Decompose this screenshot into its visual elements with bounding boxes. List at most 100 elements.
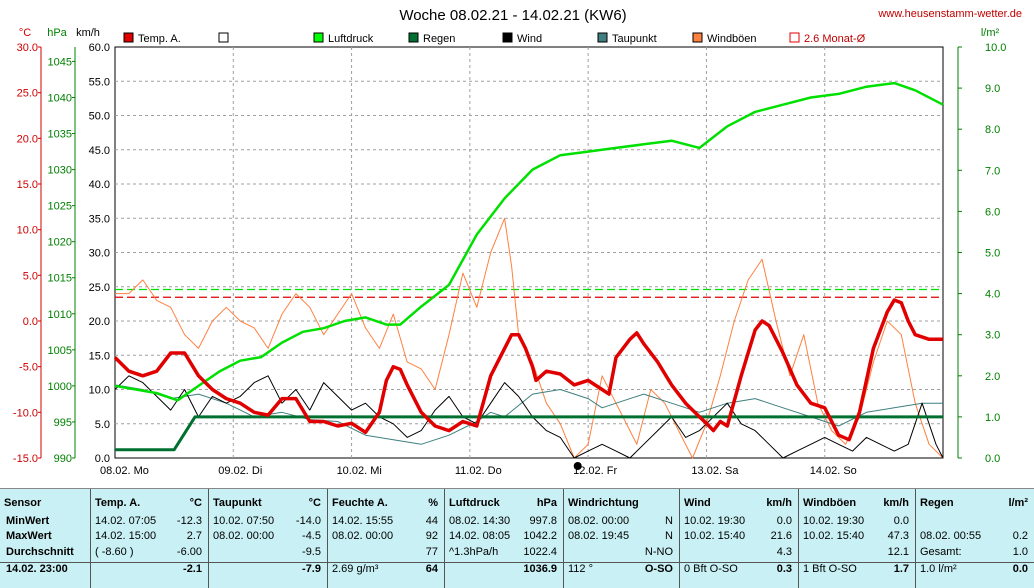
stat-cell-value: O-SO xyxy=(644,563,673,575)
stats-column: Sensor MinWert MaxWert Durchschnitt 14.02. 2… xyxy=(0,489,90,588)
stat-cell-label: 1 Bft O-SO xyxy=(803,563,857,575)
column-unit: l/m² xyxy=(1008,497,1028,509)
stat-cell-value: 92 xyxy=(425,530,438,542)
column-header: Sensor xyxy=(4,497,42,509)
pressure-tick-label: 1035 xyxy=(48,129,72,141)
legend-label: Wind xyxy=(517,33,542,45)
legend-label: Taupunkt xyxy=(612,33,657,45)
current-row-divider xyxy=(0,562,1034,563)
column-header: Windrichtung xyxy=(568,497,639,509)
stat-cell-label: 08.02. 14:30 xyxy=(449,515,511,527)
stat-cell-value: 1.0 xyxy=(1012,546,1028,558)
x-tick-label: 09.02. Di xyxy=(218,465,262,477)
stat-cell-value: -7.9 xyxy=(302,563,321,575)
pressure-tick-label: 990 xyxy=(54,453,72,465)
wind-tick-label: 20.0 xyxy=(89,316,110,328)
pressure-tick-label: 1000 xyxy=(48,381,72,393)
rain-tick-label: 5.0 xyxy=(985,248,1000,260)
stat-cell-label: 10.02. 19:30 xyxy=(803,515,865,527)
stat-cell-label: 08.02. 19:45 xyxy=(568,530,630,542)
weather-chart: Woche 08.02.21 - 14.02.21 (KW6) www.heuse… xyxy=(13,7,1022,477)
stat-cell-label: ^1.3hPa/h xyxy=(449,546,499,558)
rain-tick-label: 2.0 xyxy=(985,371,1000,383)
temp-tick-label: -5.0 xyxy=(19,362,38,374)
legend-label: Temp. A. xyxy=(138,33,181,45)
temp-tick-label: 15.0 xyxy=(17,179,38,191)
stat-cell-label: 112 ° xyxy=(568,563,593,575)
temp-tick-label: -15.0 xyxy=(13,453,38,465)
wind-tick-label: 0.0 xyxy=(95,453,110,465)
stats-table: Sensor MinWert MaxWert Durchschnitt 14.02. 2… xyxy=(0,488,1034,588)
rain-tick-label: 9.0 xyxy=(985,83,1000,95)
stat-cell-value: 21.6 xyxy=(770,530,792,542)
x-tick-label: 14.02. So xyxy=(810,465,857,477)
stat-cell-label: 1.0 l/m² xyxy=(920,563,957,575)
stat-cell-value: 1022.4 xyxy=(523,546,557,558)
stat-cell-label: 14.02. 08:05 xyxy=(449,530,511,542)
stat-cell-value: 44 xyxy=(425,515,438,527)
stat-cell-label: 14.02. 15:55 xyxy=(332,515,394,527)
stat-cell-value: 0.0 xyxy=(776,515,792,527)
stat-cell-value: -4.5 xyxy=(302,530,321,542)
stat-cell-value: 4.3 xyxy=(776,546,792,558)
wind-tick-label: 10.0 xyxy=(89,385,110,397)
pressure-tick-label: 1025 xyxy=(48,201,72,213)
column-unit: °C xyxy=(308,497,321,509)
stat-cell-value: N xyxy=(665,515,673,527)
chart-svg: Woche 08.02.21 - 14.02.21 (KW6) www.heuse… xyxy=(13,7,1022,477)
wind-tick-label: 55.0 xyxy=(89,76,110,88)
temp-tick-label: 30.0 xyxy=(17,42,38,54)
column-header: Windböen xyxy=(803,497,857,509)
stat-cell-value: 997.8 xyxy=(529,515,557,527)
pressure-tick-label: 1045 xyxy=(48,56,72,68)
pressure-tick-label: 1005 xyxy=(48,345,72,357)
wind-tick-label: 40.0 xyxy=(89,179,110,191)
legend-label: Luftdruck xyxy=(328,33,374,45)
temp-tick-label: 20.0 xyxy=(17,133,38,145)
temp-tick-label: 0.0 xyxy=(23,316,38,328)
stat-cell-label: 14.02. 07:05 xyxy=(95,515,157,527)
legend-swatch xyxy=(313,32,324,43)
temp-axis-unit: °C xyxy=(19,27,31,39)
row-label: MinWert xyxy=(6,515,50,527)
rain-tick-label: 4.0 xyxy=(985,289,1000,301)
stat-cell-value: 0.0 xyxy=(893,515,909,527)
column-unit: hPa xyxy=(536,497,557,509)
row-label: MaxWert xyxy=(6,530,52,542)
pressure-axis-unit: hPa xyxy=(47,27,67,39)
pressure-tick-label: 1015 xyxy=(48,273,72,285)
stat-cell-label: Gesamt: xyxy=(920,546,962,558)
stat-cell-value: 0.3 xyxy=(776,563,792,575)
stat-cell-label: 14.02. 15:00 xyxy=(95,530,157,542)
legend-swatch xyxy=(597,32,608,43)
legend-swatch xyxy=(218,32,229,43)
stat-cell-value: 1.7 xyxy=(893,563,909,575)
temp-tick-label: 10.0 xyxy=(17,225,38,237)
rain-tick-label: 7.0 xyxy=(985,165,1000,177)
wind-tick-label: 25.0 xyxy=(89,282,110,294)
stats-column: Feuchte A.% 14.02. 15:55 44 08.02. 00:00 92 7… xyxy=(327,489,444,588)
x-tick-label: 11.02. Do xyxy=(455,465,502,477)
stat-cell-label: ( -8.60 ) xyxy=(95,546,134,558)
column-header: Temp. A. xyxy=(95,497,141,509)
column-header: Regen xyxy=(920,497,954,509)
stat-cell-value: -14.0 xyxy=(295,515,321,527)
series-line-luftdruck xyxy=(114,81,944,402)
legend-swatch xyxy=(408,32,419,43)
wind-tick-label: 35.0 xyxy=(89,213,110,225)
rain-axis-unit: l/m² xyxy=(981,27,1000,39)
stat-cell-value: -6.00 xyxy=(176,546,202,558)
stat-cell-value: 0.0 xyxy=(1012,563,1028,575)
pressure-tick-label: 1020 xyxy=(48,237,72,249)
column-unit: °C xyxy=(189,497,202,509)
x-tick-label: 08.02. Mo xyxy=(100,465,149,477)
stat-cell-label: 2.69 g/m³ xyxy=(332,563,379,575)
pressure-tick-label: 995 xyxy=(54,417,72,429)
stats-column: Regen l/m² 08.02. 00:55 0.2 Gesamt: 1.0 1.0 l/… xyxy=(915,489,1034,588)
x-tick-label: 12.02. Fr xyxy=(573,465,617,477)
legend-label: Regen xyxy=(423,33,455,45)
column-header: Taupunkt xyxy=(213,497,262,509)
stat-cell-label: 10.02. 15:40 xyxy=(684,530,746,542)
rain-tick-label: 1.0 xyxy=(985,412,1000,424)
column-unit: % xyxy=(428,497,438,509)
